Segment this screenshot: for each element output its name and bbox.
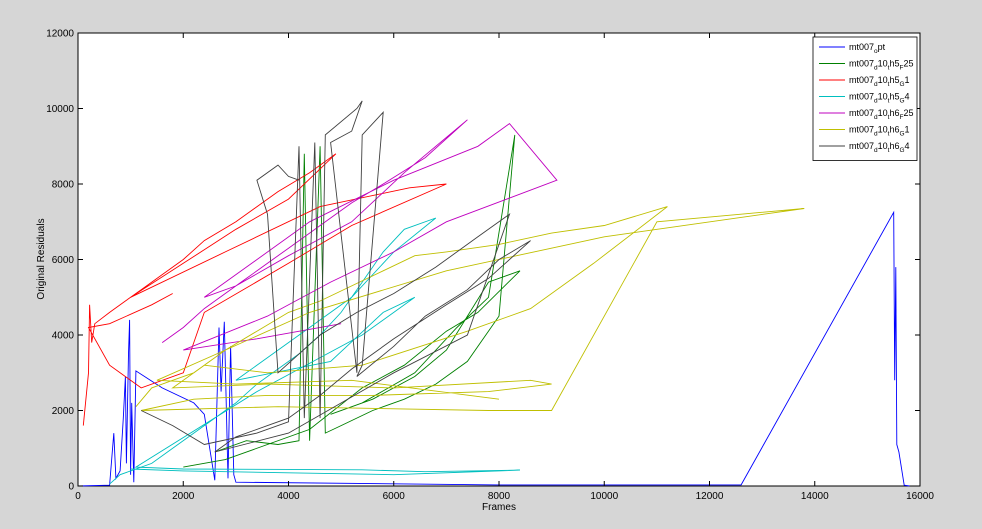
y-tick-label: 0 (68, 482, 74, 493)
series-line-7 (141, 100, 531, 453)
series-line-2 (183, 134, 521, 468)
legend-label-4: mt007d10th5G4 (849, 92, 910, 105)
y-tick-label: 12000 (46, 29, 74, 40)
series-line-1 (77, 210, 910, 487)
series-line-5 (161, 119, 558, 351)
legend-label-1: mt007opt (849, 42, 886, 55)
x-tick-label: 16000 (906, 491, 934, 502)
legend-box (812, 36, 918, 161)
x-tick-label: 0 (75, 491, 81, 502)
legend-label-5: mt007d10th6F25 (849, 108, 913, 121)
x-tick-label: 2000 (172, 491, 195, 502)
legend-label-2: mt007d10th5F25 (849, 59, 913, 72)
y-tick-label: 8000 (52, 180, 75, 191)
x-tick-label: 4000 (277, 491, 300, 502)
x-tick-label: 8000 (488, 491, 511, 502)
y-axis-label: Original Residuals (36, 218, 47, 299)
axis-ticks: 0 2000 4000 6000 8000 10000 12000 14000 16000 0 20… (46, 29, 934, 503)
x-tick-label: 10000 (590, 491, 618, 502)
y-tick-label: 4000 (52, 331, 75, 342)
legend-label-6: mt007d10th6G1 (849, 125, 910, 138)
y-tick-label: 6000 (52, 255, 75, 266)
x-tick-label: 6000 (383, 491, 406, 502)
series-layer (77, 100, 910, 487)
x-axis-label: Frames (482, 502, 516, 513)
y-tick-label: 2000 (52, 406, 75, 417)
x-tick-label: 14000 (801, 491, 829, 502)
legend-label-7: mt007d10th6G4 (849, 141, 910, 154)
legend: mt007opt mt007d10th5F25 mt007d10th5G1 mt007… (812, 36, 918, 161)
series-line-4 (109, 217, 521, 485)
x-tick-label: 12000 (696, 491, 724, 502)
y-tick-label: 10000 (46, 104, 74, 115)
series-line-3 (82, 153, 447, 426)
series-line-6 (135, 206, 805, 411)
legend-label-3: mt007d10th5G1 (849, 75, 910, 88)
